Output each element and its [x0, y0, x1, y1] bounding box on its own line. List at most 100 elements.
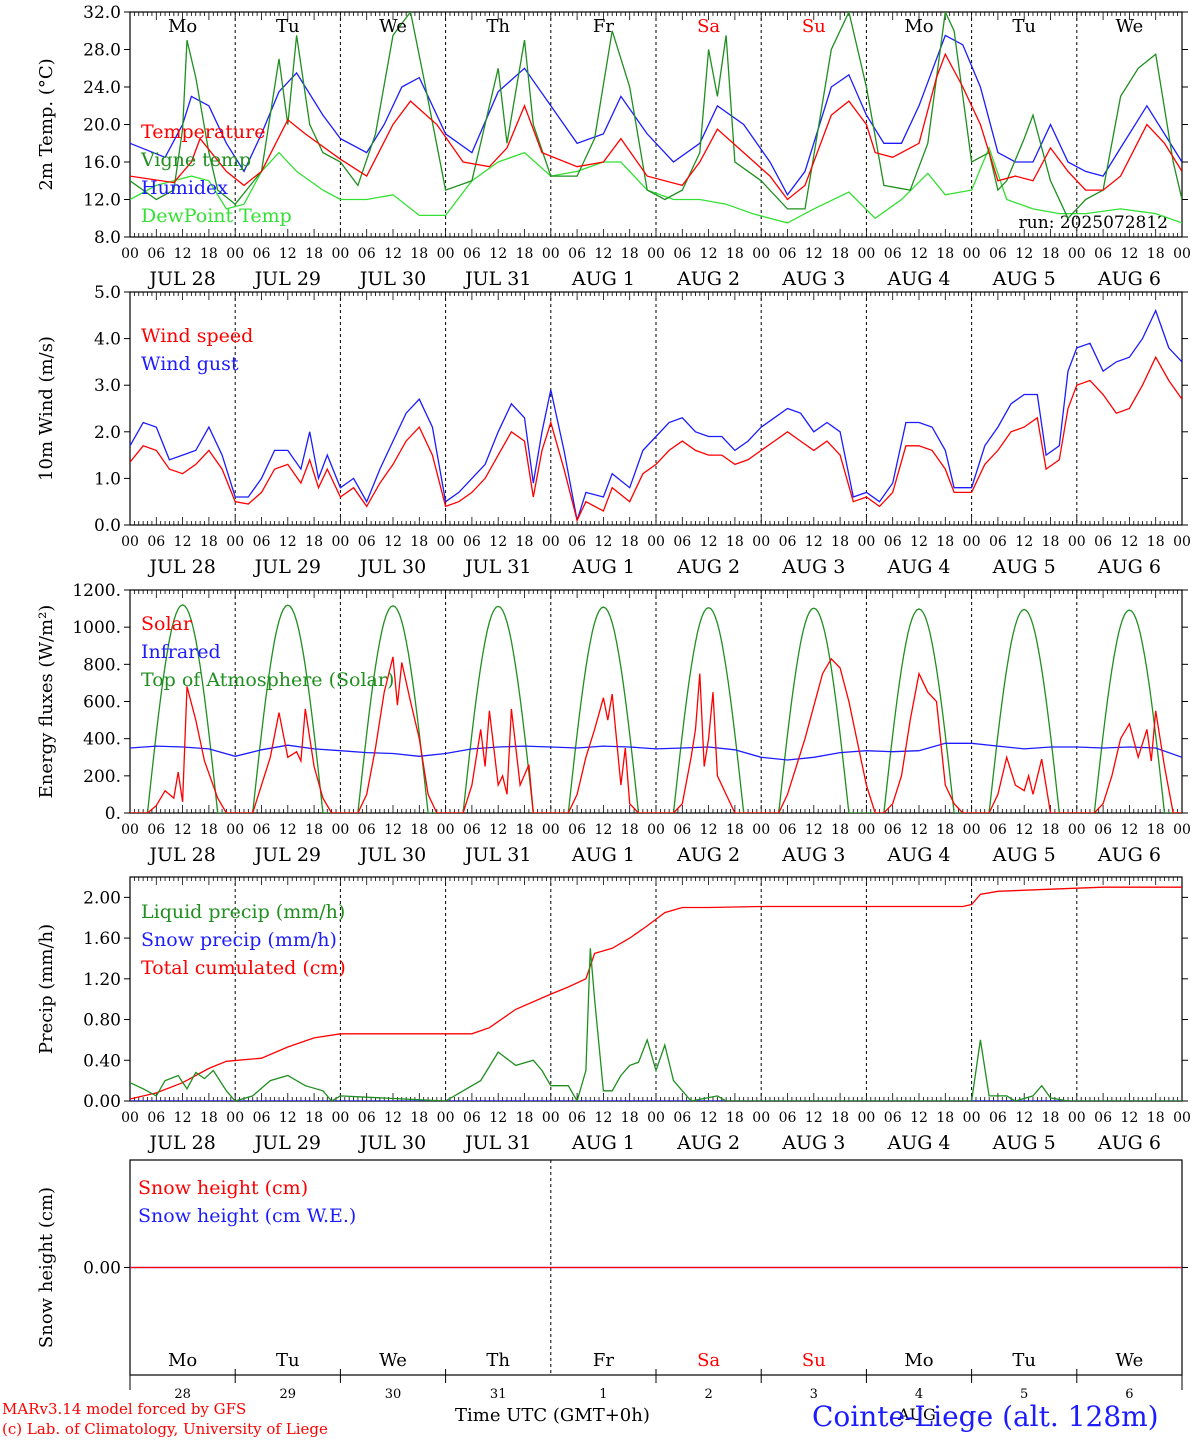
- series-line-dewpoint-temp: [130, 146, 1182, 224]
- hour-tick-label: 00: [542, 822, 560, 838]
- day-number-label: 1: [599, 1387, 607, 1402]
- day-label: JUL 30: [358, 556, 426, 578]
- weekday-label: Th: [486, 1350, 510, 1371]
- hour-tick-label: 18: [936, 246, 954, 262]
- hour-tick-label: 00: [437, 822, 455, 838]
- day-label: JUL 31: [463, 844, 531, 866]
- series-line-wind-gust: [130, 308, 1182, 521]
- hour-tick-label: 12: [1015, 1110, 1033, 1126]
- hour-tick-label: 12: [594, 822, 612, 838]
- hour-tick-label: 18: [200, 1110, 218, 1126]
- lab-credit: (c) Lab. of Climatology, University of L…: [2, 1420, 328, 1438]
- weekday-label: Th: [486, 16, 510, 37]
- hour-tick-label: 06: [884, 534, 902, 550]
- weekday-label: Mo: [904, 1350, 933, 1371]
- y-axis-label: Energy fluxes (W/m²): [36, 605, 57, 799]
- hour-tick-label: 18: [410, 822, 428, 838]
- hour-tick-label: 00: [752, 534, 770, 550]
- y-tick-label: 1000.: [72, 618, 121, 638]
- hour-tick-label: 06: [673, 246, 691, 262]
- day-label: AUG 1: [571, 844, 635, 866]
- hour-tick-label: 12: [1015, 534, 1033, 550]
- day-label: AUG 2: [676, 1132, 740, 1154]
- day-label: AUG 5: [992, 556, 1056, 578]
- hour-tick-label: 12: [1120, 1110, 1138, 1126]
- weekday-label: Tu: [1012, 16, 1036, 37]
- hour-tick-label: 12: [1120, 822, 1138, 838]
- legend-entry: Temperature: [141, 121, 265, 143]
- hour-tick-label: 00: [1173, 1110, 1191, 1126]
- hour-tick-label: 12: [700, 246, 718, 262]
- hour-tick-label: 12: [174, 534, 192, 550]
- legend-entry: Snow precip (mm/h): [141, 929, 337, 951]
- panel-frame: [129, 589, 1183, 814]
- hour-tick-label: 06: [147, 246, 165, 262]
- hour-tick-label: 18: [516, 246, 534, 262]
- hour-tick-label: 06: [463, 822, 481, 838]
- day-label: JUL 31: [463, 556, 531, 578]
- hour-tick-label: 12: [805, 1110, 823, 1126]
- hour-tick-label: 12: [489, 1110, 507, 1126]
- y-tick-label: 4.0: [94, 330, 121, 350]
- weekday-label: Mo: [168, 1350, 197, 1371]
- day-label: AUG 4: [886, 556, 950, 578]
- hour-tick-label: 12: [1015, 822, 1033, 838]
- hour-tick-label: 12: [1120, 246, 1138, 262]
- hour-tick-label: 12: [594, 246, 612, 262]
- day-number-label: 6: [1125, 1387, 1133, 1402]
- day-number-label: 28: [174, 1387, 191, 1402]
- run-label: run: 2025072812: [1019, 213, 1168, 233]
- hour-tick-label: 00: [331, 534, 349, 550]
- hour-tick-label: 18: [831, 1110, 849, 1126]
- hour-tick-label: 06: [1094, 822, 1112, 838]
- hour-tick-label: 12: [910, 534, 928, 550]
- hour-tick-label: 00: [752, 246, 770, 262]
- hour-tick-label: 00: [226, 534, 244, 550]
- hour-tick-label: 18: [831, 534, 849, 550]
- hour-tick-label: 12: [489, 534, 507, 550]
- hour-tick-label: 00: [647, 246, 665, 262]
- day-label: JUL 30: [358, 844, 426, 866]
- hour-tick-label: 00: [542, 1110, 560, 1126]
- day-label: AUG 5: [992, 1132, 1056, 1154]
- hour-tick-label: 00: [1173, 246, 1191, 262]
- day-label: JUL 29: [253, 556, 321, 578]
- legend-entry: Total cumulated (cm): [141, 957, 346, 979]
- legend-entry: Humidex: [141, 177, 228, 199]
- hour-tick-label: 12: [279, 822, 297, 838]
- hour-tick-label: 06: [253, 822, 271, 838]
- hour-tick-label: 12: [174, 822, 192, 838]
- hour-tick-label: 12: [700, 822, 718, 838]
- hour-tick-label: 06: [568, 246, 586, 262]
- day-label: AUG 3: [781, 1132, 845, 1154]
- hour-tick-label: 18: [726, 822, 744, 838]
- hour-tick-label: 06: [568, 822, 586, 838]
- hour-tick-label: 18: [621, 246, 639, 262]
- hour-tick-label: 00: [857, 534, 875, 550]
- hour-tick-label: 06: [358, 822, 376, 838]
- hour-tick-label: 06: [253, 246, 271, 262]
- day-number-label: 2: [704, 1387, 712, 1402]
- weekday-label: Tu: [1012, 1350, 1036, 1371]
- hour-tick-label: 00: [857, 1110, 875, 1126]
- day-number-label: 3: [810, 1387, 818, 1402]
- weekday-label: Su: [802, 16, 826, 37]
- legend-entry: Top of Atmosphere (Solar): [141, 669, 394, 691]
- hour-tick-label: 06: [779, 246, 797, 262]
- y-tick-label: 16.0: [83, 153, 121, 173]
- legend-entry: Infrared: [141, 641, 221, 663]
- y-tick-label: 8.0: [94, 228, 121, 248]
- hour-tick-label: 12: [384, 534, 402, 550]
- legend-entry: Snow height (cm): [138, 1177, 308, 1199]
- hour-tick-label: 00: [542, 534, 560, 550]
- y-tick-label: 2.0: [94, 423, 121, 443]
- hour-tick-label: 18: [516, 822, 534, 838]
- hour-tick-label: 06: [463, 1110, 481, 1126]
- y-tick-label: 3.0: [94, 376, 121, 396]
- day-label: AUG 6: [1097, 268, 1161, 290]
- day-label: JUL 30: [358, 1132, 426, 1154]
- weekday-label: We: [1116, 1350, 1144, 1371]
- hour-tick-label: 12: [1120, 534, 1138, 550]
- hour-tick-label: 00: [1068, 822, 1086, 838]
